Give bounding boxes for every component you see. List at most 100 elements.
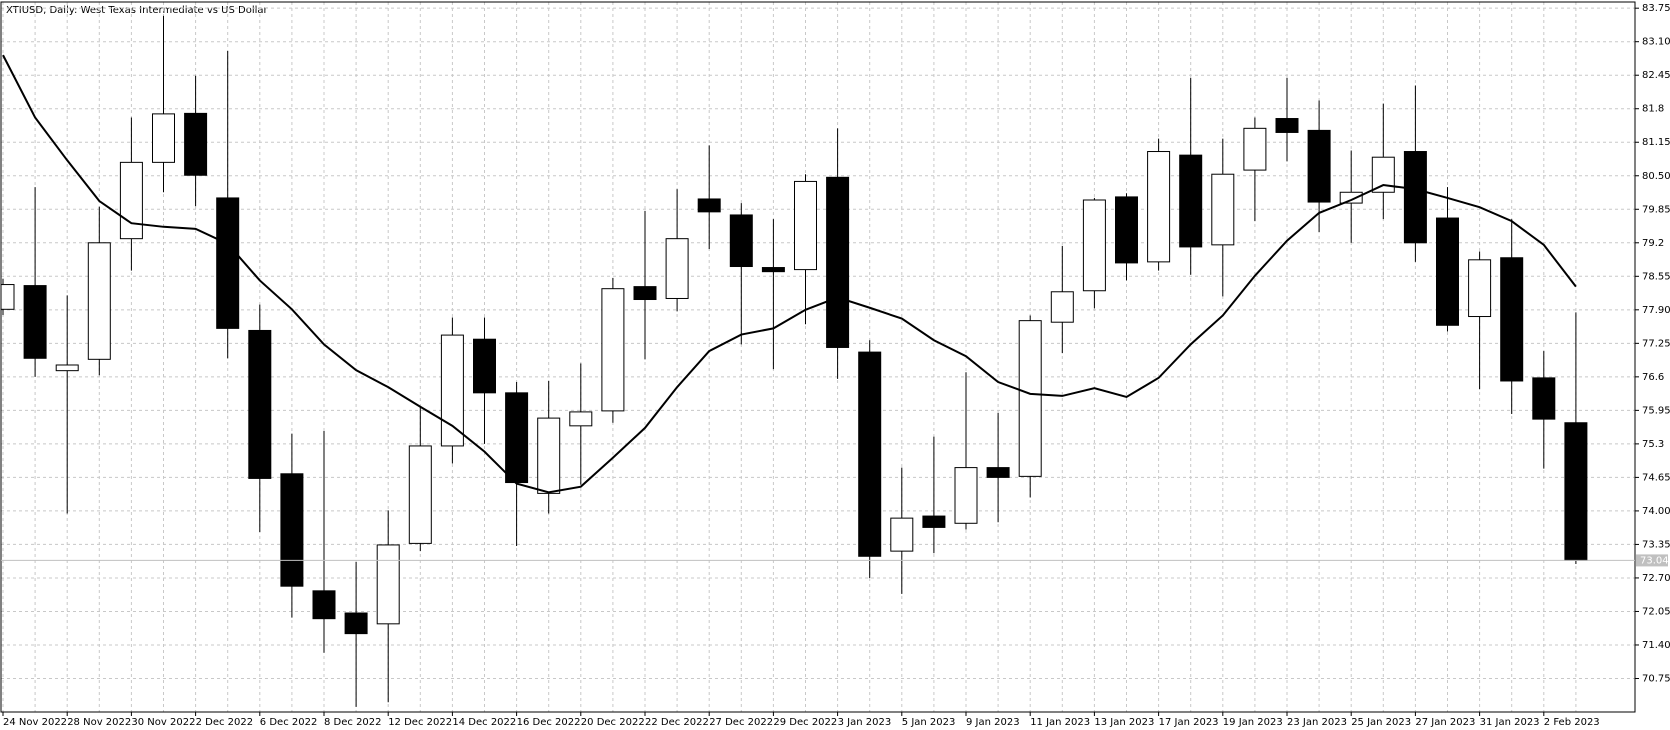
y-tick-label: 79.2 (1642, 238, 1664, 249)
candle-body (858, 351, 882, 557)
y-tick-label: 71.40 (1642, 640, 1670, 651)
candle-body (119, 161, 143, 240)
candle-body (376, 544, 400, 625)
candle-body (1307, 129, 1331, 203)
x-tick-label: 12 Dec 2022 (388, 717, 452, 728)
y-tick-label: 72.70 (1642, 573, 1670, 584)
candle-body (1403, 151, 1427, 244)
candle-body (665, 238, 689, 299)
x-tick-label: 29 Dec 2022 (773, 717, 837, 728)
y-tick-label: 70.75 (1642, 673, 1670, 684)
candle-body (633, 286, 657, 301)
y-tick-label: 79.85 (1642, 204, 1670, 215)
candle-body (280, 473, 304, 587)
y-tick-label: 83.10 (1642, 37, 1670, 48)
candle-body (1082, 199, 1106, 292)
candle-body (55, 364, 79, 372)
candle-body (1436, 217, 1459, 326)
candle-body (986, 467, 1010, 478)
x-tick-label: 27 Jan 2023 (1415, 717, 1475, 728)
candle-body (1050, 291, 1074, 323)
candle-body (1500, 257, 1524, 382)
x-tick-label: 20 Dec 2022 (581, 717, 645, 728)
candle-body (569, 411, 593, 427)
y-tick-label: 77.90 (1642, 305, 1670, 316)
candle-body (23, 285, 47, 359)
candle-body (216, 197, 240, 329)
candle-body (473, 338, 496, 394)
y-tick-label: 74.00 (1642, 506, 1670, 517)
candle-body (312, 590, 336, 620)
candle-body (601, 288, 625, 412)
candle-body (505, 392, 529, 484)
y-tick-label: 77.25 (1642, 338, 1670, 349)
y-tick-label: 76.6 (1642, 372, 1664, 383)
last-price-box (1636, 554, 1668, 567)
y-tick-label: 75.95 (1642, 405, 1670, 416)
x-tick-label: 27 Dec 2022 (709, 717, 773, 728)
candle-body (1243, 127, 1267, 171)
x-tick-label: 13 Jan 2023 (1094, 717, 1154, 728)
candle-body (954, 467, 978, 524)
candle-body (440, 334, 464, 447)
y-tick-label: 81.8 (1642, 104, 1664, 115)
x-tick-label: 31 Jan 2023 (1480, 717, 1540, 728)
x-tick-label: 19 Jan 2023 (1223, 717, 1283, 728)
candle-body (1179, 154, 1203, 248)
candle-body (1339, 191, 1363, 204)
x-tick-label: 30 Nov 2022 (131, 717, 195, 728)
candle-body (248, 329, 272, 479)
candle-body (729, 214, 753, 268)
candle-body (87, 242, 111, 360)
y-tick-label: 73.35 (1642, 539, 1670, 550)
y-tick-label: 78.55 (1642, 271, 1670, 282)
candle-body (1275, 118, 1299, 133)
candle-body (1147, 151, 1171, 263)
candle-body (1532, 377, 1556, 420)
y-tick-label: 74.65 (1642, 472, 1670, 483)
candle-body (1211, 173, 1235, 246)
x-tick-label: 17 Jan 2023 (1159, 717, 1219, 728)
candle-body (922, 515, 946, 528)
candle-body (761, 267, 785, 273)
candle-body (794, 180, 817, 271)
candle-body (826, 176, 850, 348)
candle-body (890, 517, 914, 552)
candle-body (1018, 320, 1042, 477)
x-tick-label: 14 Dec 2022 (452, 717, 516, 728)
candle-body (1564, 422, 1588, 561)
candle-body (1371, 156, 1395, 193)
x-tick-label: 2 Dec 2022 (196, 717, 254, 728)
x-tick-label: 8 Dec 2022 (324, 717, 382, 728)
x-tick-label: 16 Dec 2022 (517, 717, 581, 728)
candle-body (344, 612, 368, 635)
candle-body (537, 417, 561, 494)
x-tick-label: 6 Dec 2022 (260, 717, 318, 728)
y-tick-label: 83.75 (1642, 3, 1670, 14)
candle-body (152, 113, 175, 163)
x-tick-label: 25 Jan 2023 (1351, 717, 1411, 728)
candle-body (184, 112, 208, 176)
moving-average-line (2, 54, 1577, 494)
y-tick-label: 80.50 (1642, 171, 1670, 182)
x-tick-label: 9 Jan 2023 (966, 717, 1020, 728)
y-tick-label: 82.45 (1642, 70, 1670, 81)
candle-body (408, 445, 432, 544)
y-tick-label: 81.15 (1642, 137, 1670, 148)
candle-body (1115, 196, 1138, 264)
x-tick-label: 2 Feb 2023 (1544, 717, 1600, 728)
x-tick-label: 22 Dec 2022 (645, 717, 709, 728)
x-tick-label: 3 Jan 2023 (838, 717, 892, 728)
y-tick-label: 75.3 (1642, 439, 1664, 450)
x-tick-label: 28 Nov 2022 (67, 717, 131, 728)
plot-frame (0, 1, 1636, 713)
x-tick-label: 5 Jan 2023 (902, 717, 956, 728)
last-price-label: 73.04 (1640, 555, 1669, 566)
x-tick-label: 11 Jan 2023 (1030, 717, 1090, 728)
candle-body (1468, 259, 1492, 318)
candle-body (697, 198, 721, 213)
chart-title: XTIUSD, Daily: West Texas Intermediate v… (6, 5, 269, 16)
candle-body (0, 284, 15, 310)
